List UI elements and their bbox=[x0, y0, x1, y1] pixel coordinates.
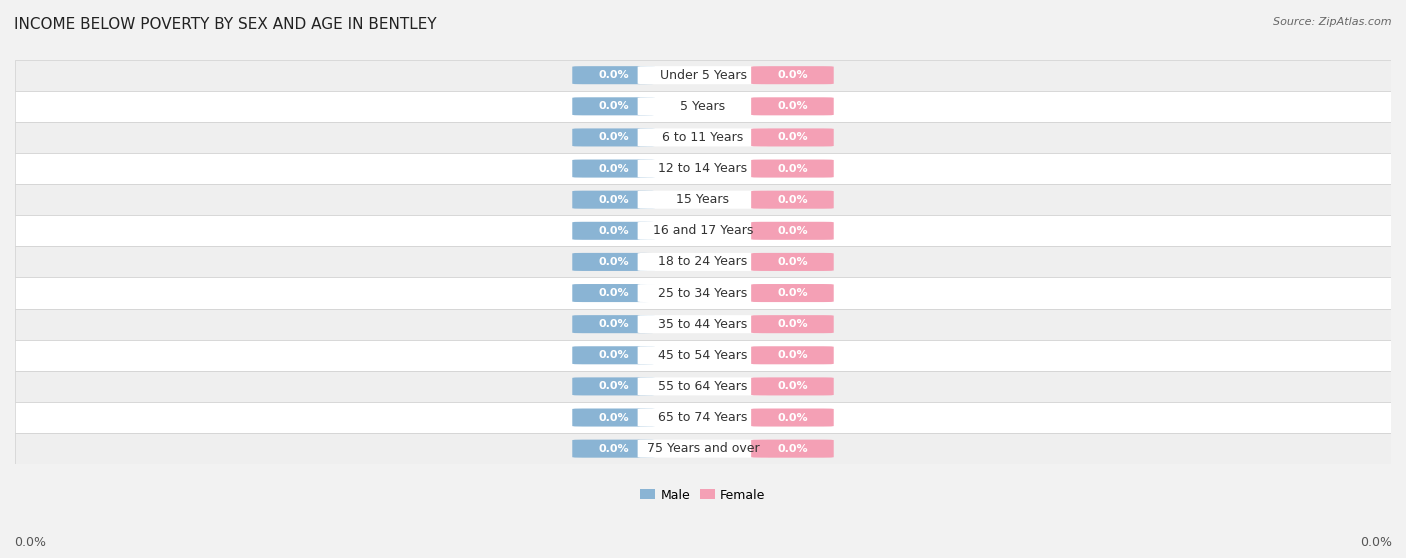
Text: 0.0%: 0.0% bbox=[778, 70, 808, 80]
FancyBboxPatch shape bbox=[572, 377, 655, 396]
Text: Source: ZipAtlas.com: Source: ZipAtlas.com bbox=[1274, 17, 1392, 27]
Bar bbox=[15, 91, 1391, 122]
Bar bbox=[15, 215, 1391, 247]
FancyBboxPatch shape bbox=[751, 347, 834, 364]
Bar bbox=[15, 433, 1391, 464]
FancyBboxPatch shape bbox=[638, 222, 768, 240]
FancyBboxPatch shape bbox=[572, 253, 655, 271]
Text: 0.0%: 0.0% bbox=[1360, 536, 1392, 549]
Text: 18 to 24 Years: 18 to 24 Years bbox=[658, 256, 748, 268]
Text: 0.0%: 0.0% bbox=[778, 350, 808, 360]
Text: 0.0%: 0.0% bbox=[598, 195, 628, 205]
Bar bbox=[15, 153, 1391, 184]
Text: 5 Years: 5 Years bbox=[681, 100, 725, 113]
Text: 35 to 44 Years: 35 to 44 Years bbox=[658, 318, 748, 331]
Text: 0.0%: 0.0% bbox=[14, 536, 46, 549]
Text: 25 to 34 Years: 25 to 34 Years bbox=[658, 287, 748, 300]
Text: Under 5 Years: Under 5 Years bbox=[659, 69, 747, 81]
Text: 0.0%: 0.0% bbox=[778, 226, 808, 236]
Text: 6 to 11 Years: 6 to 11 Years bbox=[662, 131, 744, 144]
FancyBboxPatch shape bbox=[572, 97, 655, 116]
FancyBboxPatch shape bbox=[638, 315, 768, 333]
FancyBboxPatch shape bbox=[572, 160, 655, 177]
FancyBboxPatch shape bbox=[751, 284, 834, 302]
Text: 0.0%: 0.0% bbox=[778, 163, 808, 174]
FancyBboxPatch shape bbox=[638, 408, 768, 426]
FancyBboxPatch shape bbox=[638, 97, 768, 116]
Text: 0.0%: 0.0% bbox=[598, 382, 628, 391]
FancyBboxPatch shape bbox=[751, 315, 834, 333]
FancyBboxPatch shape bbox=[638, 377, 768, 396]
FancyBboxPatch shape bbox=[751, 128, 834, 146]
Text: 0.0%: 0.0% bbox=[778, 444, 808, 454]
FancyBboxPatch shape bbox=[572, 315, 655, 333]
FancyBboxPatch shape bbox=[638, 440, 768, 458]
FancyBboxPatch shape bbox=[572, 66, 655, 84]
FancyBboxPatch shape bbox=[638, 284, 768, 302]
Text: 0.0%: 0.0% bbox=[598, 132, 628, 142]
Text: 0.0%: 0.0% bbox=[778, 382, 808, 391]
Text: 0.0%: 0.0% bbox=[778, 412, 808, 422]
Text: 0.0%: 0.0% bbox=[598, 350, 628, 360]
Bar bbox=[15, 184, 1391, 215]
Text: 0.0%: 0.0% bbox=[598, 257, 628, 267]
FancyBboxPatch shape bbox=[751, 377, 834, 396]
FancyBboxPatch shape bbox=[751, 66, 834, 84]
Text: 12 to 14 Years: 12 to 14 Years bbox=[658, 162, 748, 175]
Bar bbox=[15, 340, 1391, 371]
Text: 0.0%: 0.0% bbox=[778, 319, 808, 329]
Text: 75 Years and over: 75 Years and over bbox=[647, 442, 759, 455]
Bar bbox=[15, 402, 1391, 433]
Bar bbox=[15, 60, 1391, 91]
FancyBboxPatch shape bbox=[572, 347, 655, 364]
Bar bbox=[15, 309, 1391, 340]
FancyBboxPatch shape bbox=[572, 408, 655, 426]
FancyBboxPatch shape bbox=[638, 66, 768, 84]
Bar bbox=[15, 277, 1391, 309]
Text: 15 Years: 15 Years bbox=[676, 193, 730, 206]
FancyBboxPatch shape bbox=[751, 408, 834, 426]
Text: 0.0%: 0.0% bbox=[598, 412, 628, 422]
FancyBboxPatch shape bbox=[572, 284, 655, 302]
Text: 0.0%: 0.0% bbox=[598, 226, 628, 236]
FancyBboxPatch shape bbox=[572, 191, 655, 209]
FancyBboxPatch shape bbox=[751, 440, 834, 458]
Text: 0.0%: 0.0% bbox=[598, 288, 628, 298]
FancyBboxPatch shape bbox=[638, 347, 768, 364]
Text: 0.0%: 0.0% bbox=[778, 132, 808, 142]
Text: 0.0%: 0.0% bbox=[598, 163, 628, 174]
FancyBboxPatch shape bbox=[638, 191, 768, 209]
FancyBboxPatch shape bbox=[638, 160, 768, 177]
FancyBboxPatch shape bbox=[572, 222, 655, 240]
FancyBboxPatch shape bbox=[751, 160, 834, 177]
Text: 65 to 74 Years: 65 to 74 Years bbox=[658, 411, 748, 424]
Text: 0.0%: 0.0% bbox=[778, 195, 808, 205]
Text: 0.0%: 0.0% bbox=[598, 70, 628, 80]
Bar bbox=[15, 371, 1391, 402]
Text: 55 to 64 Years: 55 to 64 Years bbox=[658, 380, 748, 393]
FancyBboxPatch shape bbox=[638, 128, 768, 146]
Bar bbox=[15, 247, 1391, 277]
FancyBboxPatch shape bbox=[572, 128, 655, 146]
Text: 0.0%: 0.0% bbox=[778, 288, 808, 298]
Text: 0.0%: 0.0% bbox=[778, 102, 808, 112]
FancyBboxPatch shape bbox=[751, 191, 834, 209]
Text: 45 to 54 Years: 45 to 54 Years bbox=[658, 349, 748, 362]
Legend: Male, Female: Male, Female bbox=[636, 484, 770, 507]
FancyBboxPatch shape bbox=[751, 97, 834, 116]
FancyBboxPatch shape bbox=[638, 253, 768, 271]
FancyBboxPatch shape bbox=[751, 253, 834, 271]
Text: 0.0%: 0.0% bbox=[598, 444, 628, 454]
Bar bbox=[15, 122, 1391, 153]
FancyBboxPatch shape bbox=[751, 222, 834, 240]
Text: 0.0%: 0.0% bbox=[598, 102, 628, 112]
Text: 16 and 17 Years: 16 and 17 Years bbox=[652, 224, 754, 237]
Text: 0.0%: 0.0% bbox=[598, 319, 628, 329]
FancyBboxPatch shape bbox=[572, 440, 655, 458]
Text: 0.0%: 0.0% bbox=[778, 257, 808, 267]
Text: INCOME BELOW POVERTY BY SEX AND AGE IN BENTLEY: INCOME BELOW POVERTY BY SEX AND AGE IN B… bbox=[14, 17, 437, 32]
